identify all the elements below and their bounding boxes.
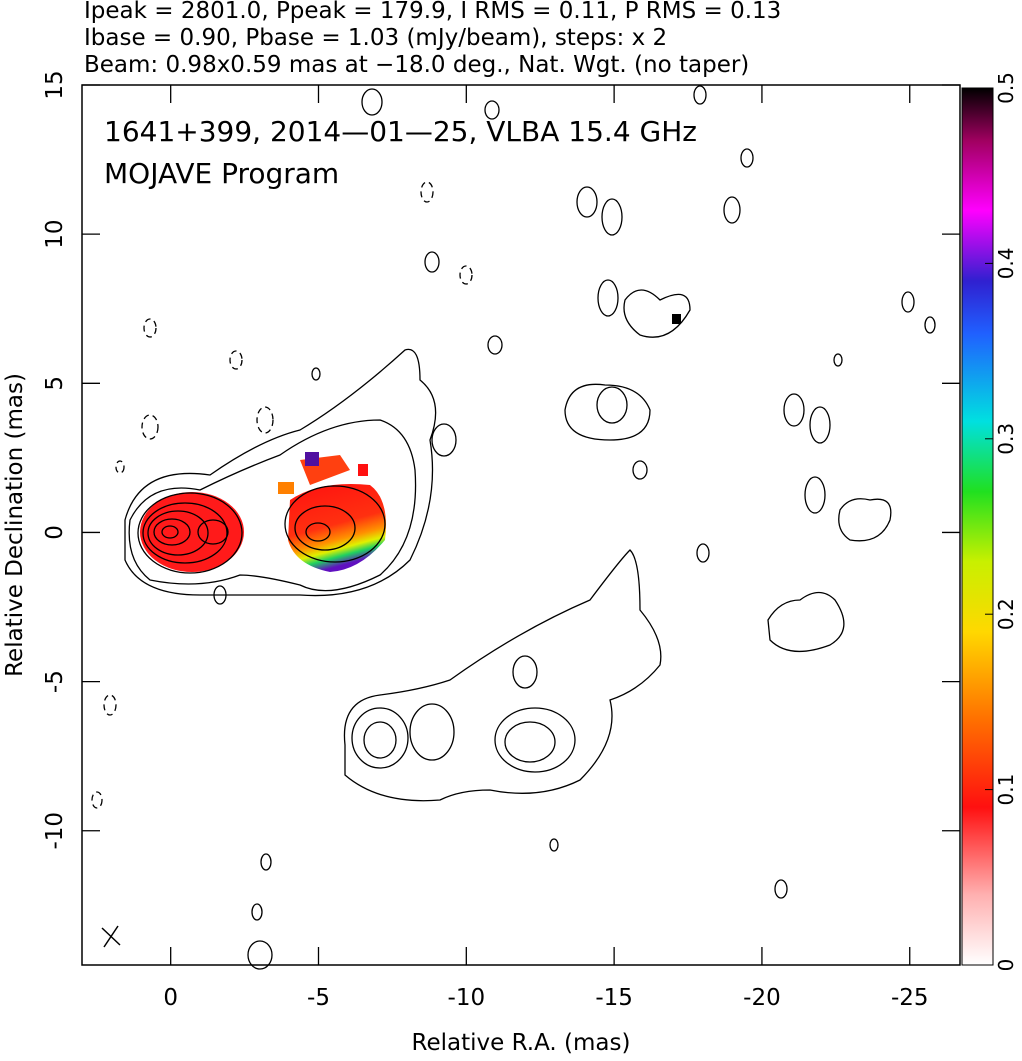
x-axis-label: Relative R.A. (mas) — [412, 1030, 631, 1056]
y-tick-label: 0 — [42, 525, 68, 540]
x-tick-label: -15 — [595, 985, 633, 1011]
colorbar-tick-label: 0.4 — [994, 247, 1018, 279]
y-tick-label: 15 — [42, 70, 68, 99]
title: Ipeak = 2801.0, Ppeak = 179.9, I RMS = 0… — [84, 0, 781, 78]
annotation: 1641+399, 2014—01—25, VLBA 15.4 GHz — [104, 115, 697, 148]
colorbar — [961, 87, 994, 966]
pol-blob — [358, 464, 368, 476]
y-axis-label: Relative Declination (mas) — [2, 373, 28, 677]
y-tick-label: 5 — [42, 376, 68, 391]
pol-blob — [288, 484, 386, 572]
title-line: Ibase = 0.90, Pbase = 1.03 (mJy/beam), s… — [84, 25, 667, 51]
x-tick-label: -10 — [448, 985, 486, 1011]
title-line: Beam: 0.98x0.59 mas at −18.0 deg., Nat. … — [84, 52, 749, 78]
pol-blob — [278, 482, 294, 494]
x-tick-label: -20 — [743, 985, 781, 1011]
colorbar-tick-label: 0.1 — [994, 774, 1018, 806]
y-tick-label: -10 — [42, 812, 68, 850]
y-tick-label: -5 — [42, 670, 68, 693]
x-tick-label: 0 — [163, 985, 178, 1011]
contours — [91, 85, 936, 970]
colorbar-tick-label: 0.5 — [994, 72, 1018, 104]
pol-blob — [305, 452, 319, 466]
colorbar-tick-label: 0.2 — [994, 598, 1018, 630]
annotation: MOJAVE Program — [104, 157, 339, 190]
polarization-map — [140, 314, 681, 572]
pol-pixel — [672, 314, 681, 324]
title-line: Ipeak = 2801.0, Ppeak = 179.9, I RMS = 0… — [84, 0, 781, 24]
beam-marker — [101, 925, 121, 948]
y-tick-label: 10 — [42, 220, 68, 249]
x-tick-label: -25 — [891, 985, 929, 1011]
x-tick-label: -5 — [307, 985, 330, 1011]
colorbar-tick-label: 0.3 — [994, 423, 1018, 455]
colorbar-tick-label: 0 — [994, 959, 1018, 972]
plot-frame — [81, 84, 961, 966]
